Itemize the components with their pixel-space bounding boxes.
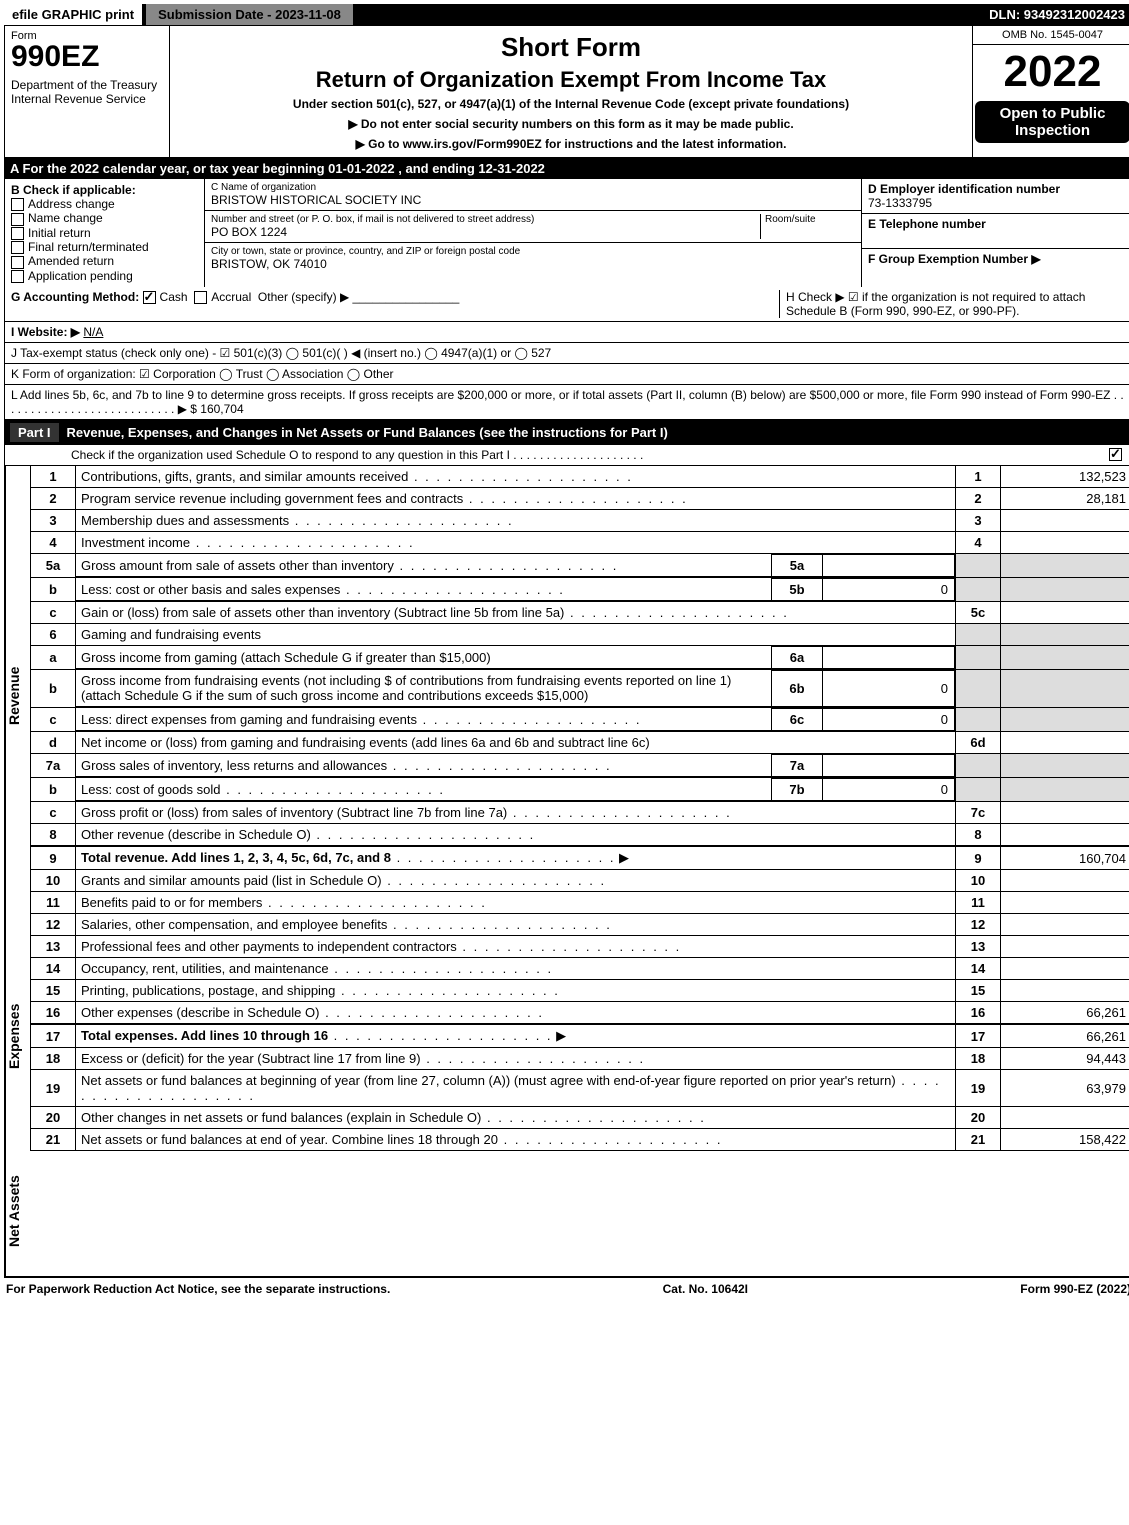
checkbox-application-pending[interactable] [11, 270, 24, 283]
ein: 73-1333795 [868, 196, 1126, 210]
section-h: H Check ▶ ☑ if the organization is not r… [779, 290, 1126, 318]
checkbox-amended-return[interactable] [11, 256, 24, 269]
no-ssn-note: ▶ Do not enter social security numbers o… [176, 117, 966, 131]
website-label: I Website: ▶ [11, 325, 80, 339]
part1-header: Part I Revenue, Expenses, and Changes in… [4, 420, 1129, 445]
form-header: Form 990EZ Department of the Treasury In… [4, 25, 1129, 158]
side-expenses: Expenses [5, 926, 30, 1146]
city-label: City or town, state or province, country… [211, 246, 855, 257]
return-title: Return of Organization Exempt From Incom… [176, 67, 966, 93]
value-line-2: 28,181 [1001, 487, 1129, 509]
section-b: B Check if applicable: Address change Na… [5, 179, 205, 287]
section-def: D Employer identification number 73-1333… [862, 179, 1129, 287]
value-line-5b: 0 [823, 578, 955, 600]
value-line-6b: 0 [823, 670, 955, 707]
footer-mid: Cat. No. 10642I [663, 1282, 748, 1296]
section-j: J Tax-exempt status (check only one) - ☑… [4, 343, 1129, 364]
tax-year: 2022 [973, 45, 1129, 99]
header-right: OMB No. 1545-0047 2022 Open to Public In… [972, 26, 1129, 157]
omb-number: OMB No. 1545-0047 [973, 26, 1129, 45]
section-l: L Add lines 5b, 6c, and 7b to line 9 to … [4, 385, 1129, 420]
gross-receipts-value: 160,704 [200, 402, 243, 416]
section-b-title: B Check if applicable: [11, 183, 198, 197]
open-to-public: Open to Public Inspection [975, 101, 1129, 143]
checkbox-initial-return[interactable] [11, 227, 24, 240]
info-grid: B Check if applicable: Address change Na… [4, 179, 1129, 287]
group-exemption-label: F Group Exemption Number ▶ [868, 252, 1126, 266]
street: PO BOX 1224 [211, 225, 760, 239]
header-mid: Short Form Return of Organization Exempt… [170, 26, 972, 157]
part1-label: Part I [10, 423, 59, 442]
value-line-18: 94,443 [1001, 1048, 1129, 1070]
room-label: Room/suite [765, 214, 855, 225]
value-line-21: 158,422 [1001, 1129, 1129, 1151]
part1-title: Revenue, Expenses, and Changes in Net As… [67, 425, 668, 440]
section-i: I Website: ▶ N/A [4, 322, 1129, 343]
telephone-label: E Telephone number [868, 217, 1126, 231]
section-c: C Name of organization BRISTOW HISTORICA… [205, 179, 862, 287]
side-netassets: Net Assets [5, 1146, 30, 1276]
lines-table: 1Contributions, gifts, grants, and simil… [30, 466, 1129, 1152]
footer-right: Form 990-EZ (2022) [1020, 1282, 1129, 1296]
value-line-1: 132,523 [1001, 466, 1129, 488]
street-label: Number and street (or P. O. box, if mail… [211, 214, 760, 225]
checkbox-address-change[interactable] [11, 198, 24, 211]
value-line-7b: 0 [823, 779, 955, 801]
value-line-9: 160,704 [1001, 846, 1129, 870]
efile-print[interactable]: efile GRAPHIC print [4, 4, 142, 25]
dln: DLN: 93492312002423 [981, 4, 1129, 25]
checkbox-name-change[interactable] [11, 213, 24, 226]
section-a: A For the 2022 calendar year, or tax yea… [4, 158, 1129, 179]
checkbox-schedule-o-part1[interactable] [1109, 448, 1122, 461]
row-g-h: G Accounting Method: Cash Accrual Other … [4, 287, 1129, 322]
form-number: 990EZ [11, 42, 163, 72]
footer-left: For Paperwork Reduction Act Notice, see … [6, 1282, 390, 1296]
short-form-title: Short Form [176, 32, 966, 63]
org-name: BRISTOW HISTORICAL SOCIETY INC [211, 193, 855, 207]
city: BRISTOW, OK 74010 [211, 257, 855, 271]
value-line-17: 66,261 [1001, 1024, 1129, 1048]
section-k: K Form of organization: ☑ Corporation ◯ … [4, 364, 1129, 385]
ein-label: D Employer identification number [868, 182, 1126, 196]
checkbox-cash[interactable] [143, 291, 156, 304]
top-bar: efile GRAPHIC print Submission Date - 20… [4, 4, 1129, 25]
checkbox-final-return[interactable] [11, 241, 24, 254]
website-value: N/A [83, 325, 103, 339]
value-line-16: 66,261 [1001, 1002, 1129, 1025]
under-section: Under section 501(c), 527, or 4947(a)(1)… [176, 97, 966, 111]
value-line-6c: 0 [823, 709, 955, 731]
accounting-method-label: G Accounting Method: [11, 290, 139, 304]
part1-check-line: Check if the organization used Schedule … [4, 445, 1129, 466]
header-left: Form 990EZ Department of the Treasury In… [5, 26, 170, 157]
goto-link[interactable]: ▶ Go to www.irs.gov/Form990EZ for instru… [176, 137, 966, 151]
side-revenue: Revenue [5, 466, 30, 926]
submission-date: Submission Date - 2023-11-08 [146, 4, 353, 25]
dept: Department of the Treasury Internal Reve… [11, 78, 163, 106]
value-line-19: 63,979 [1001, 1070, 1129, 1107]
checkbox-accrual[interactable] [194, 291, 207, 304]
footer: For Paperwork Reduction Act Notice, see … [4, 1276, 1129, 1300]
org-name-label: C Name of organization [211, 182, 855, 193]
part1-body: Revenue Expenses Net Assets 1Contributio… [4, 466, 1129, 1276]
